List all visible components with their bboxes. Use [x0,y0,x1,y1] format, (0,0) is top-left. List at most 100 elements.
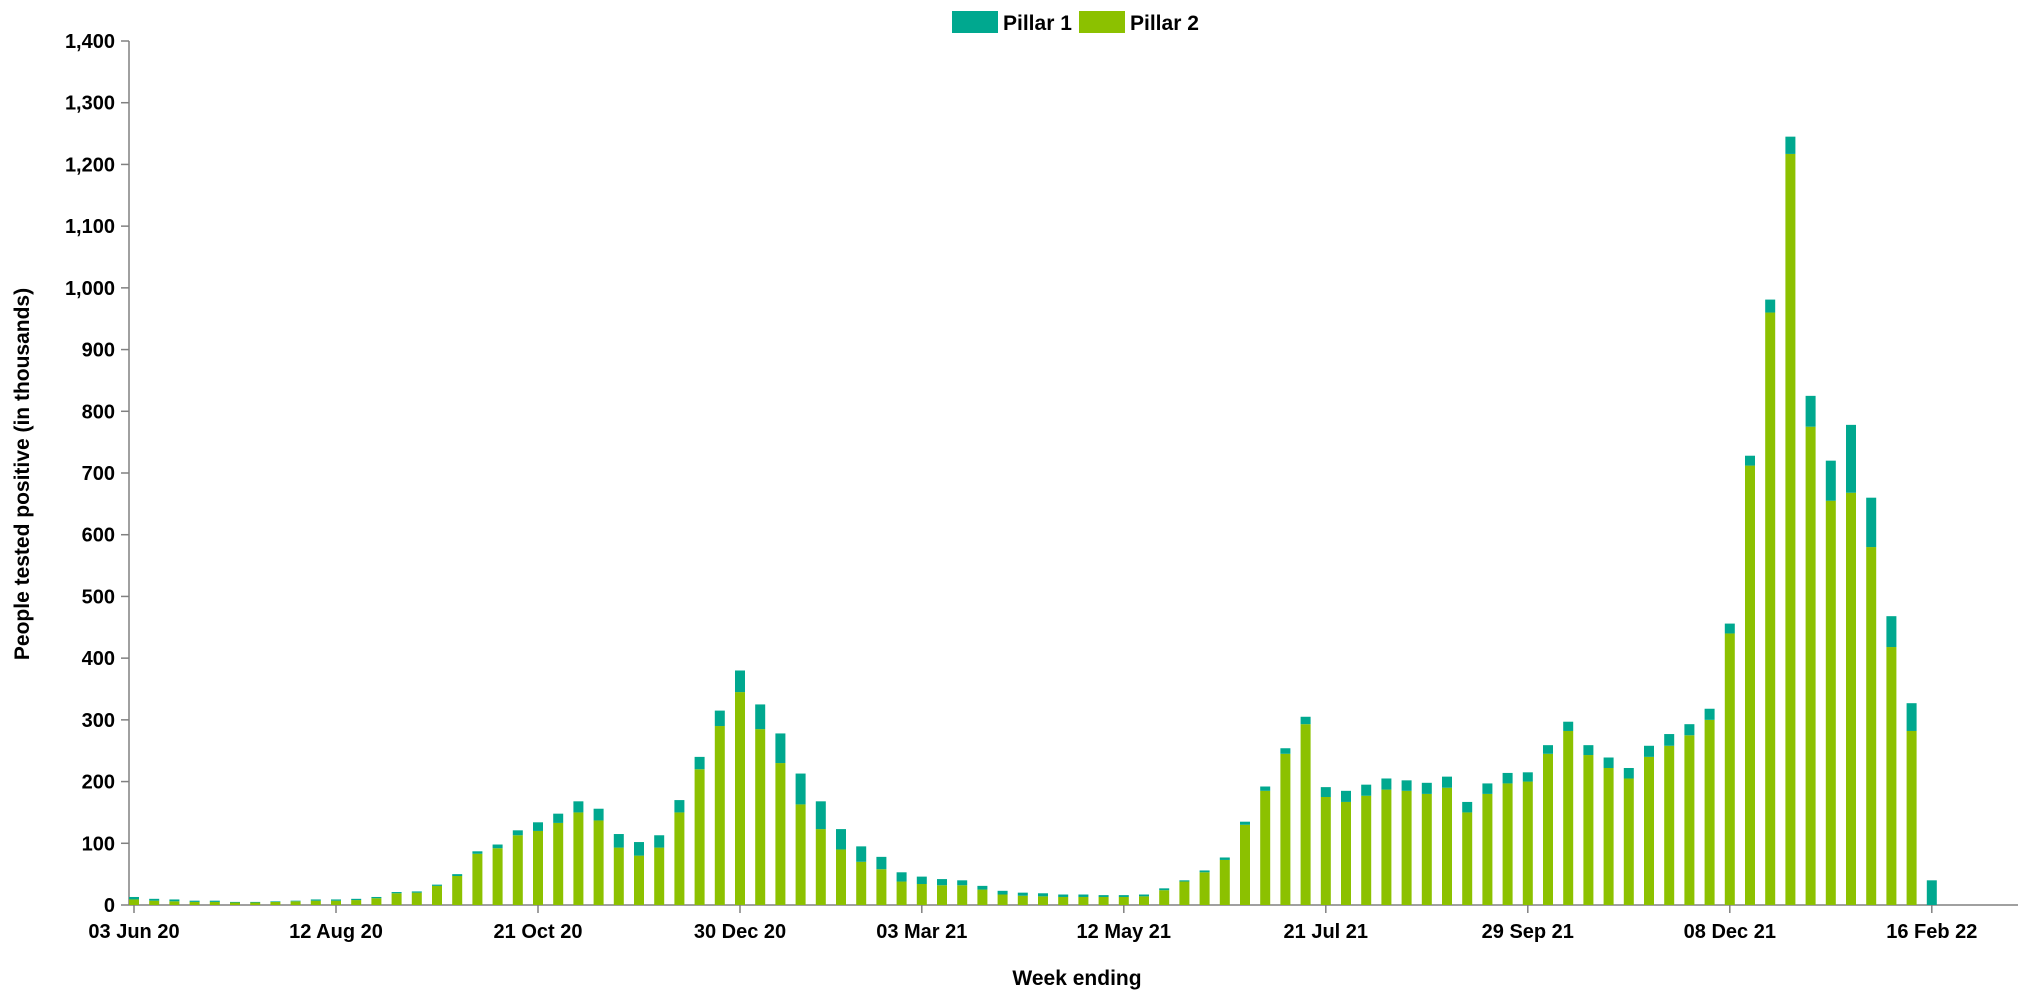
x-axis-title: Week ending [1012,967,1141,990]
bar-pillar-2 [654,847,665,905]
bar-pillar-2 [1199,872,1210,905]
bar-pillar-1 [654,835,665,848]
bar-pillar-1 [1381,778,1392,790]
bar-pillar-1 [1502,772,1513,784]
bars [129,136,1937,906]
bar-pillar-1 [1078,894,1089,897]
bar-pillar-2 [1724,633,1735,905]
bar-pillar-1 [795,773,806,805]
bar-pillar-2 [331,900,341,905]
bar-pillar-1 [1300,716,1311,725]
bar-pillar-1 [916,876,927,885]
bar-pillar-2 [1017,895,1028,905]
y-tick-label: 100 [82,833,115,855]
bar-pillar-1 [1199,870,1210,873]
bar-pillar-2 [1563,730,1574,905]
bar-pillar-2 [876,869,887,905]
bar-pillar-2 [1684,735,1695,905]
y-tick-label: 0 [104,895,115,917]
bar-pillar-1 [896,872,907,882]
bar-pillar-1 [735,670,745,693]
bar-pillar-2 [856,861,867,905]
x-tick-label: 12 May 21 [1077,921,1172,943]
bar-pillar-2 [1765,312,1776,905]
bar-pillar-1 [553,813,564,823]
bar-pillar-1 [371,896,382,899]
bar-pillar-2 [512,835,523,905]
bar-pillar-2 [1886,647,1897,905]
bar-pillar-1 [331,899,341,901]
bar-pillar-2 [1240,824,1250,905]
bar-pillar-1 [755,704,766,730]
bar-pillar-2 [1825,500,1836,905]
bar-pillar-1 [957,880,968,886]
bar-pillar-1 [1219,857,1230,860]
bar-pillar-1 [1664,734,1675,746]
bar-pillar-1 [189,900,200,902]
bar-pillar-2 [1745,465,1755,905]
bar-pillar-1 [432,884,442,886]
bar-pillar-2 [1381,789,1392,905]
x-tick-label: 21 Jul 21 [1284,921,1369,943]
bar-pillar-2 [795,804,806,905]
x-tick-label: 30 Dec 20 [694,921,786,943]
y-tick-label: 1,200 [65,154,115,176]
bar-pillar-2 [1421,793,1432,905]
bar-pillar-1 [1704,708,1715,720]
bar-pillar-1 [411,891,422,893]
bar-pillar-1 [1098,895,1109,897]
bar-pillar-1 [169,899,180,902]
bar-pillar-2 [1038,896,1048,905]
bar-pillar-1 [1603,757,1614,768]
bar-pillar-2 [1462,812,1473,905]
bar-pillar-2 [492,848,503,905]
bar-pillar-2 [1341,801,1351,905]
x-tick-label: 29 Sep 21 [1482,921,1574,943]
legend-swatch-pillar-2 [1079,11,1125,33]
bar-pillar-1 [452,874,463,876]
legend: Pillar 1 Pillar 2 [952,11,1199,35]
legend-swatch-pillar-1 [952,11,998,33]
bar-pillar-1 [1846,424,1856,493]
bar-pillar-2 [452,875,463,905]
bar-pillar-1 [250,901,261,903]
bar-pillar-2 [149,900,160,905]
bar-pillar-2 [1502,783,1513,905]
bar-pillar-2 [129,899,139,905]
bar-pillar-2 [977,889,988,905]
bar-pillar-2 [391,893,402,905]
bar-pillar-1 [937,879,947,886]
bar-pillar-1 [1825,460,1836,501]
bar-pillar-2 [553,822,564,905]
bar-pillar-2 [270,901,281,905]
bar-pillar-2 [1078,896,1089,905]
y-tick-label: 1,000 [65,278,115,300]
bar-pillar-1 [1260,786,1271,791]
bar-pillar-1 [1159,888,1170,891]
x-tick-label: 16 Feb 22 [1886,921,1977,943]
bar-pillar-2 [634,855,644,905]
y-tick-label: 800 [82,401,115,423]
bar-pillar-1 [1139,894,1149,897]
bar-pillar-2 [1300,724,1311,905]
bar-pillar-2 [1866,547,1877,905]
bar-pillar-1 [149,898,160,901]
bar-pillar-2 [1401,790,1412,905]
y-tick-label: 300 [82,710,115,732]
bar-pillar-2 [1159,890,1170,905]
bar-pillar-2 [209,901,220,905]
bar-pillar-2 [1603,767,1614,905]
bar-pillar-2 [1785,153,1796,906]
bar-pillar-2 [189,901,200,905]
bar-pillar-2 [755,729,766,905]
bar-pillar-1 [1866,497,1877,548]
x-tick-label: 12 Aug 20 [289,921,383,943]
legend-label-pillar-1: Pillar 1 [1003,12,1072,35]
bar-pillar-2 [371,898,382,905]
bar-pillar-2 [1260,790,1271,905]
bar-pillar-1 [997,890,1008,895]
bar-pillar-1 [1745,455,1755,466]
bar-pillar-2 [573,812,584,905]
bar-pillar-2 [1522,781,1533,905]
bar-pillar-1 [1118,895,1129,897]
